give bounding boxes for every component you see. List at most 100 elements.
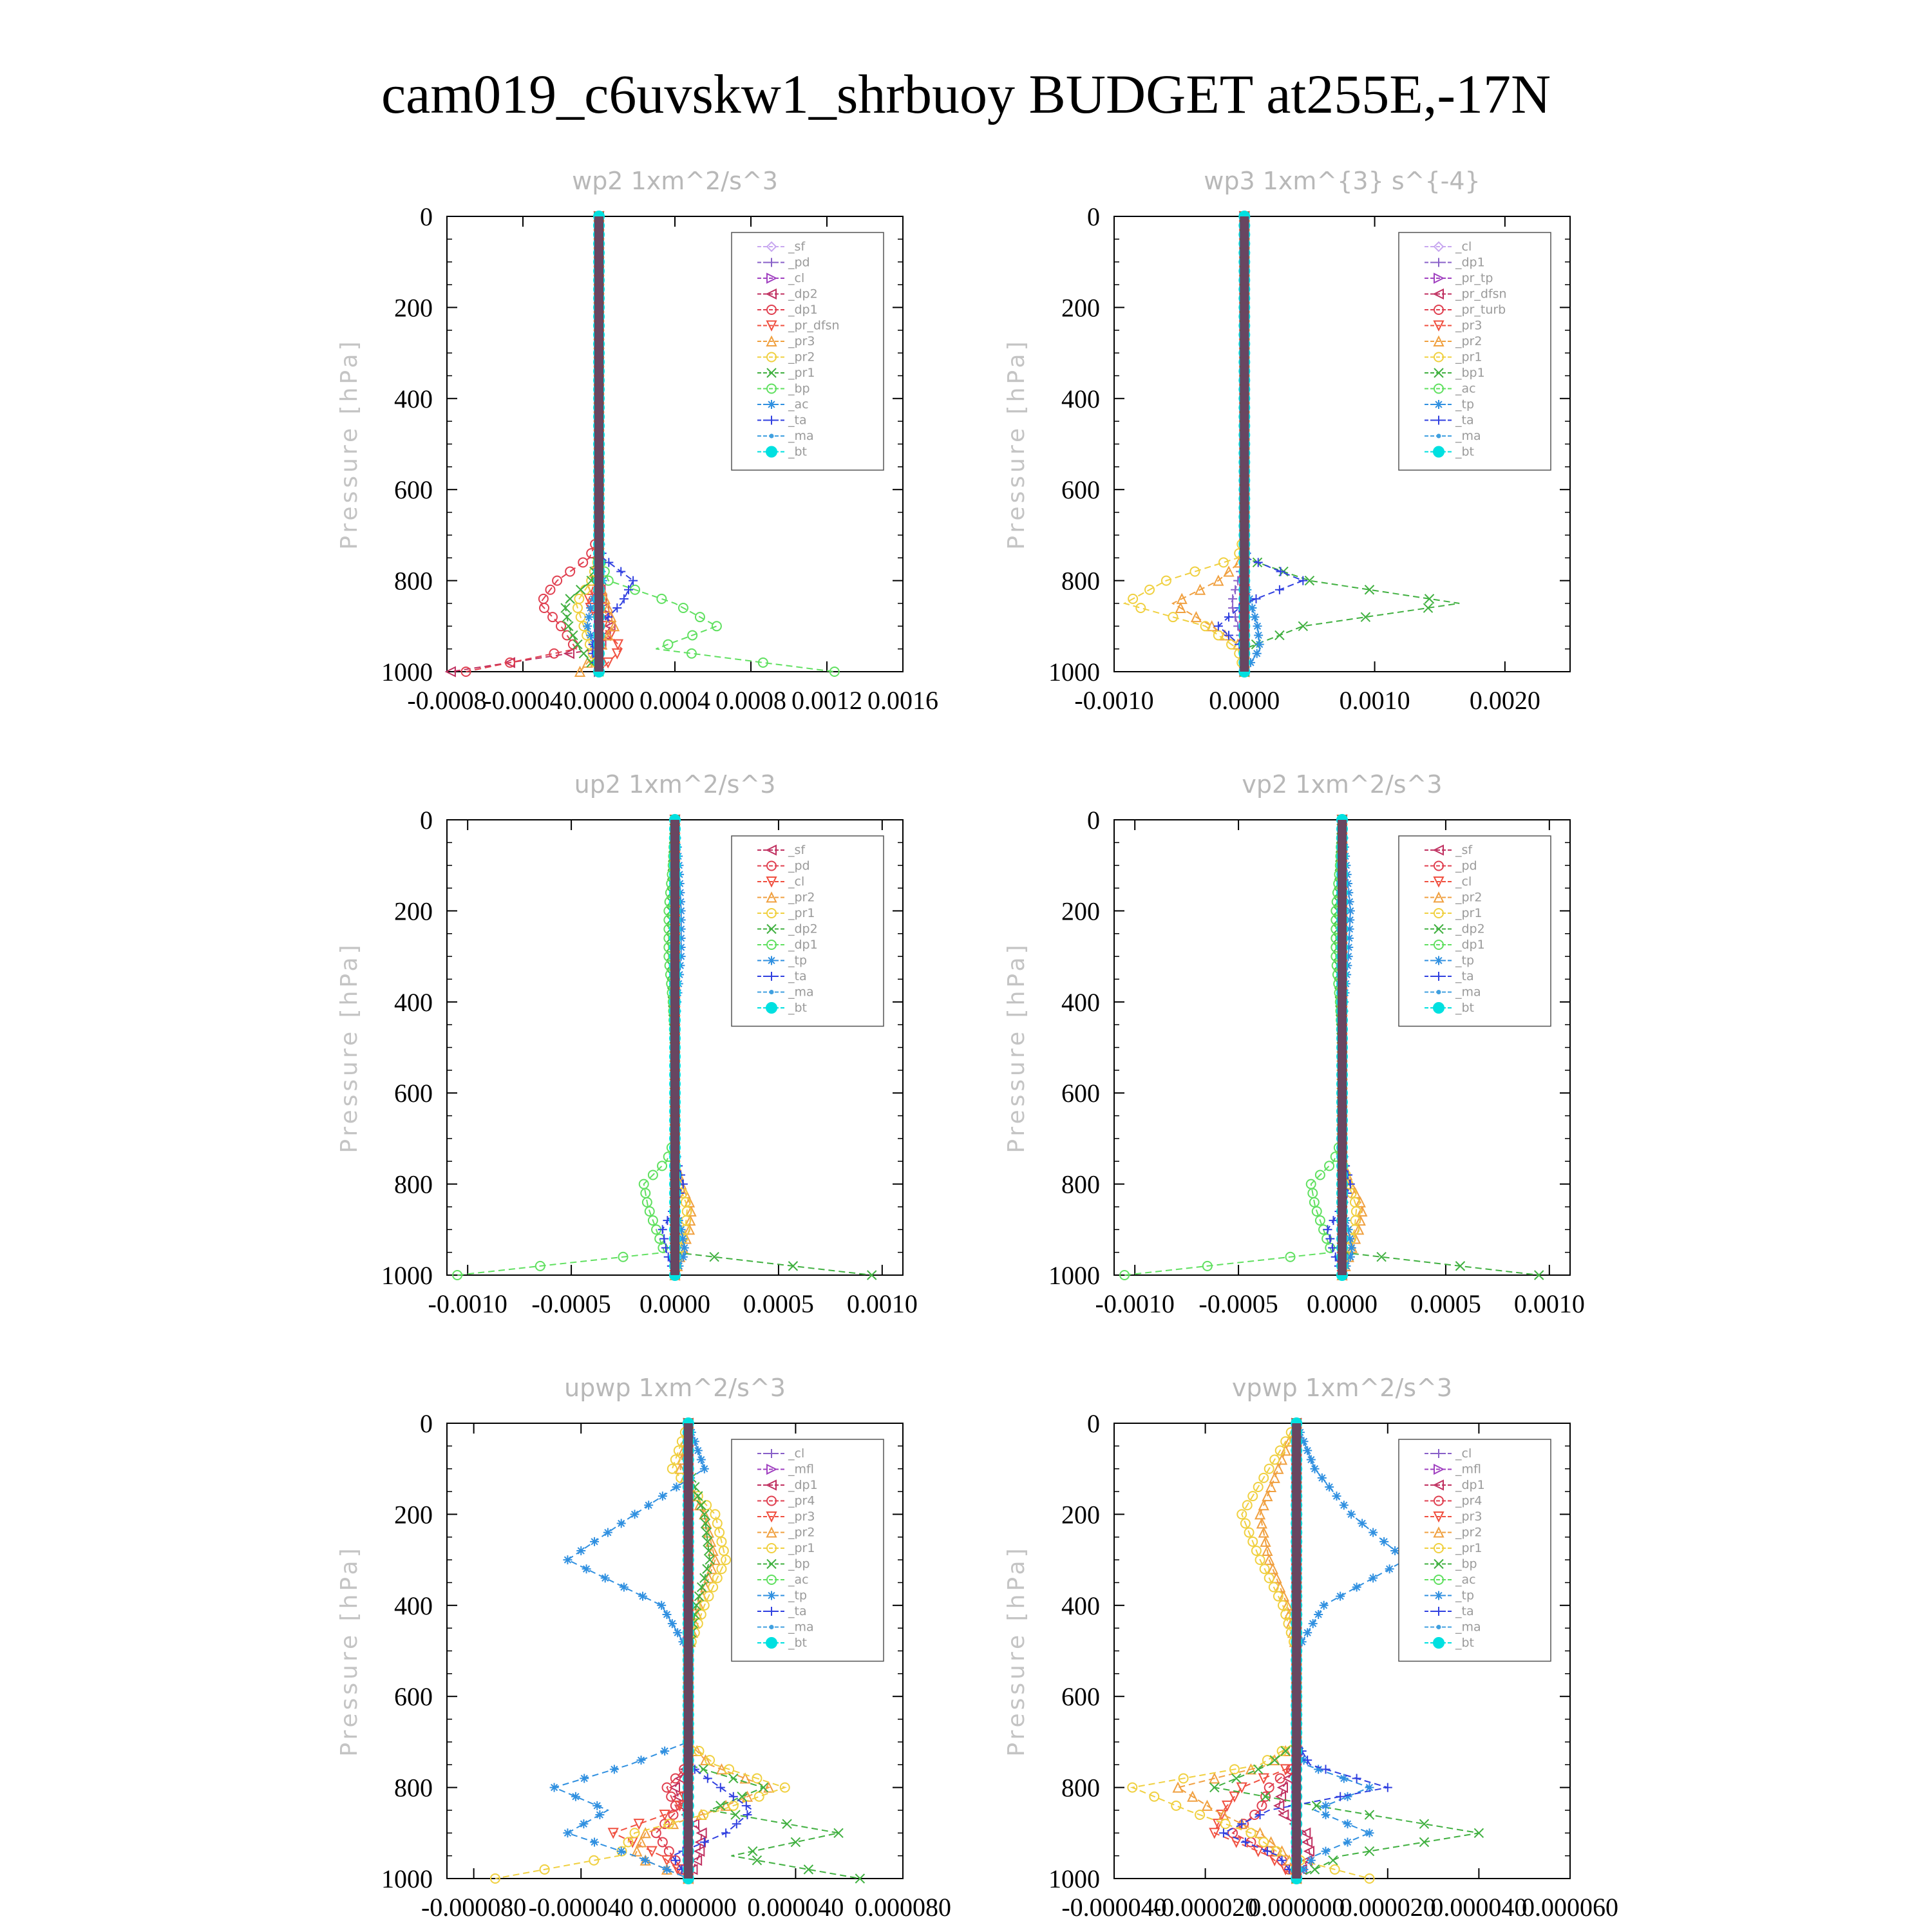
x-tick-label: 0.0000 [1209, 686, 1280, 715]
data-point [732, 1819, 741, 1829]
data-point [1273, 1463, 1284, 1474]
y-tick-label: 1000 [381, 1864, 433, 1893]
data-point [676, 924, 686, 934]
legend-marker [1433, 891, 1444, 903]
data-point [1473, 1828, 1484, 1839]
data-point [803, 1864, 814, 1875]
data-point [535, 1260, 545, 1271]
x-tick-label: 0.0016 [867, 686, 938, 715]
data-point [676, 933, 686, 943]
legend-label: _pr1 [1455, 1541, 1482, 1555]
data-point [676, 942, 686, 952]
data-point [560, 603, 571, 613]
data-point [1218, 557, 1229, 568]
x-tick-label: -0.0010 [1074, 686, 1153, 715]
data-point [1277, 1600, 1288, 1611]
data-point [668, 1781, 680, 1794]
data-point [578, 649, 589, 659]
data-point [1260, 1791, 1271, 1802]
x-tick-label: 0.0000 [1307, 1289, 1378, 1318]
data-point [1324, 1160, 1335, 1171]
y-tick-label: 600 [394, 475, 433, 504]
data-point [1209, 1772, 1220, 1784]
legend-marker [1434, 1495, 1444, 1506]
series-markers-dp1 [1119, 815, 1347, 1280]
data-point [1345, 897, 1354, 907]
panel-title: up2 1xm^2/s^3 [574, 770, 776, 799]
data-point [1379, 1537, 1389, 1546]
x-tick-label: 0.0000 [564, 686, 634, 715]
y-tick-label: 0 [420, 202, 433, 231]
legend-marker [1434, 1575, 1444, 1585]
data-point [1311, 1206, 1322, 1217]
legend-label: _ta [788, 1604, 807, 1618]
y-tick-label: 400 [1061, 988, 1100, 1017]
data-point [644, 1206, 655, 1217]
legend: _cl _mfl_dp1 _pr4 _pr3 _pr2_pr1 _bp _ac _tp_ta _… [1398, 1439, 1551, 1662]
data-point [1253, 621, 1262, 631]
y-tick-label: 600 [1061, 475, 1100, 504]
data-point [1258, 1837, 1269, 1848]
data-point [670, 1454, 681, 1465]
y-tick-label: 600 [1061, 1682, 1100, 1711]
legend-label: _bt [788, 445, 807, 459]
data-point [568, 630, 578, 641]
legend-label: _dp2 [788, 922, 818, 936]
legend-marker [1434, 1463, 1445, 1475]
data-point [1265, 1481, 1277, 1492]
data-point [662, 1609, 672, 1619]
data-point [703, 1774, 712, 1783]
legend-label: _tp [1455, 1589, 1474, 1603]
data-point [1336, 1591, 1345, 1601]
legend-label: _dp1 [788, 303, 818, 317]
data-point [699, 1600, 710, 1611]
legend: _sf _pd _cl _pr2_pr1 _dp2 _dp1 _tp_ta _ma _bt [731, 835, 884, 1027]
data-point [1280, 1745, 1291, 1757]
data-point [592, 1801, 602, 1810]
data-point [444, 666, 456, 677]
legend-marker [1434, 400, 1443, 409]
data-point [676, 897, 686, 907]
data-point [589, 1855, 600, 1866]
data-point [612, 639, 624, 650]
data-point [1364, 1873, 1375, 1884]
data-point [1258, 1526, 1269, 1538]
x-tick-label: 0.000000 [640, 1893, 737, 1922]
legend-marker [1434, 258, 1443, 267]
legend-label: _ta [1455, 413, 1474, 428]
x-tick-label: 0.0012 [791, 686, 862, 715]
data-point [1345, 924, 1354, 934]
data-point [641, 1197, 652, 1208]
legend-label: _ac [1455, 1573, 1476, 1587]
x-tick-label: 0.000020 [1340, 1893, 1436, 1922]
data-point [712, 1573, 723, 1584]
legend-marker [766, 860, 777, 871]
x-tick-label: 0.0020 [1470, 686, 1540, 715]
data-point [710, 1509, 721, 1520]
data-point [1321, 1846, 1331, 1856]
legend-label: _pr3 [1455, 1510, 1482, 1524]
data-point [696, 1609, 706, 1620]
legend-marker [1436, 433, 1441, 439]
data-point [683, 1224, 696, 1235]
data-point [565, 566, 576, 577]
data-point [460, 667, 471, 677]
y-tick-label: 800 [1061, 567, 1100, 596]
data-point [1354, 1196, 1366, 1208]
legend-marker [766, 1002, 777, 1014]
data-point [578, 557, 589, 568]
data-point [709, 1252, 719, 1262]
legend-marker [766, 891, 777, 903]
y-tick-label: 0 [420, 1409, 433, 1438]
data-point [685, 1205, 697, 1217]
legend-marker [1434, 923, 1444, 934]
data-point [1256, 1517, 1268, 1529]
data-point [1368, 1528, 1378, 1537]
figure-title: cam019_c6uvskw1_shrbuoy BUDGET at255E,-1… [381, 63, 1551, 125]
data-point [619, 594, 629, 603]
data-point [1267, 1563, 1278, 1575]
data-point [563, 648, 574, 659]
data-point [452, 1270, 463, 1280]
data-point [631, 1845, 643, 1857]
